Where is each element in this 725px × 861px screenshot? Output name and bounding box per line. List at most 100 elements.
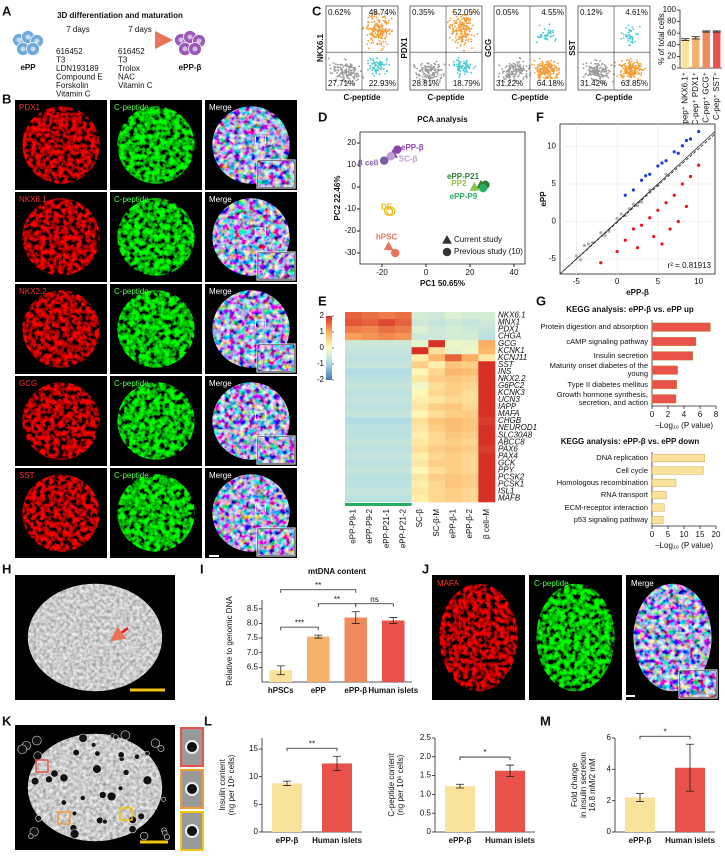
event-dot (516, 64, 519, 67)
event-dot (599, 60, 601, 62)
pca-point (478, 183, 488, 193)
heat-cell (378, 382, 396, 390)
heat-cell (478, 431, 496, 439)
granule (60, 799, 67, 806)
heat-cell (378, 396, 396, 404)
event-dot (628, 75, 631, 78)
gene-label: PCSK1 (498, 480, 524, 489)
heat-cell (478, 459, 496, 468)
x-tick-label: 10 (680, 530, 689, 539)
event-dot (457, 69, 459, 72)
event-dot (465, 65, 468, 68)
inset-box (255, 135, 267, 145)
event-dot (457, 56, 460, 59)
panel-letter: F (536, 109, 544, 124)
event-dot (628, 28, 631, 31)
event-dot (375, 61, 378, 63)
event-dot (525, 72, 528, 75)
gene-point (697, 163, 701, 167)
granule (71, 810, 78, 817)
event-dot (627, 31, 630, 34)
heat-cell (395, 431, 412, 439)
event-dot (636, 33, 638, 36)
event-dot (543, 28, 546, 31)
event-dot (523, 69, 526, 72)
gene-label: PCSK2 (498, 472, 525, 481)
heat-cell (361, 431, 379, 439)
heat-cell (395, 487, 412, 496)
heat-cell (428, 466, 446, 475)
event-dot (342, 66, 345, 68)
event-dot (367, 24, 370, 27)
panel-a-title: 3D differentiation and maturation (57, 11, 183, 20)
x-tick-label: 0 (424, 268, 429, 277)
event-dot (600, 69, 603, 72)
event-dot (455, 34, 458, 36)
gene-point (582, 243, 587, 248)
event-dot (622, 37, 625, 40)
sig-label: * (483, 748, 486, 757)
stage-label: ePP-β (179, 63, 202, 72)
quadrant-value: 27.71% (328, 79, 355, 88)
point-label: SC-β (399, 154, 418, 163)
event-dot (460, 39, 463, 42)
event-dot (450, 32, 453, 35)
chart-title: KEGG analysis: ePP-β vs. ePP down (561, 437, 700, 446)
granule (33, 751, 43, 761)
granule (50, 769, 59, 778)
heat-cell (395, 347, 412, 355)
event-dot (342, 71, 345, 74)
event-dot (430, 66, 433, 69)
event-dot (382, 63, 385, 66)
event-dot (514, 74, 517, 76)
event-dot (367, 21, 370, 23)
event-dot (605, 75, 608, 78)
event-dot (604, 67, 607, 70)
event-dot (382, 28, 385, 31)
event-dot (592, 78, 594, 81)
event-dot (469, 63, 472, 66)
quadrant-value: 4.61% (625, 8, 648, 17)
y-tick-label: 0 (427, 827, 432, 836)
nucleus-icon (187, 34, 193, 40)
event-dot (432, 74, 435, 77)
heat-cell (478, 396, 496, 404)
annotation: r² = 0.81913 (668, 261, 712, 270)
event-dot (551, 64, 554, 67)
heat-cell (361, 459, 379, 468)
event-dot (611, 80, 614, 83)
event-dot (373, 29, 376, 32)
granule (117, 785, 124, 791)
event-dot (372, 59, 375, 62)
event-dot (327, 57, 330, 60)
event-dot (522, 65, 525, 67)
error-bar (456, 783, 464, 789)
event-dot (428, 65, 431, 68)
granule (117, 751, 125, 759)
event-dot (600, 73, 602, 76)
category-label-text: Cell cycle (615, 465, 648, 475)
event-dot (556, 67, 559, 70)
gene-point (648, 216, 652, 220)
panel-letter: G (536, 293, 546, 308)
event-dot (469, 17, 471, 20)
event-dot (629, 70, 632, 73)
pca-point (383, 241, 394, 251)
heat-cell (378, 319, 396, 327)
event-dot (369, 67, 371, 70)
event-dot (459, 73, 461, 75)
event-dot (554, 39, 557, 42)
heat-cell (395, 333, 412, 341)
bar (272, 783, 302, 832)
event-dot (352, 82, 355, 85)
heat-cell (461, 389, 479, 397)
x-axis-label: −Log₁₀ (P value) (655, 541, 713, 550)
heat-cell (395, 480, 412, 489)
event-dot (329, 67, 332, 70)
heat-cell (345, 389, 362, 397)
event-dot (522, 78, 525, 80)
event-dot (607, 69, 610, 72)
granule (150, 738, 160, 748)
x-tick-label: 10 (694, 277, 703, 286)
heat-cell (361, 326, 379, 334)
